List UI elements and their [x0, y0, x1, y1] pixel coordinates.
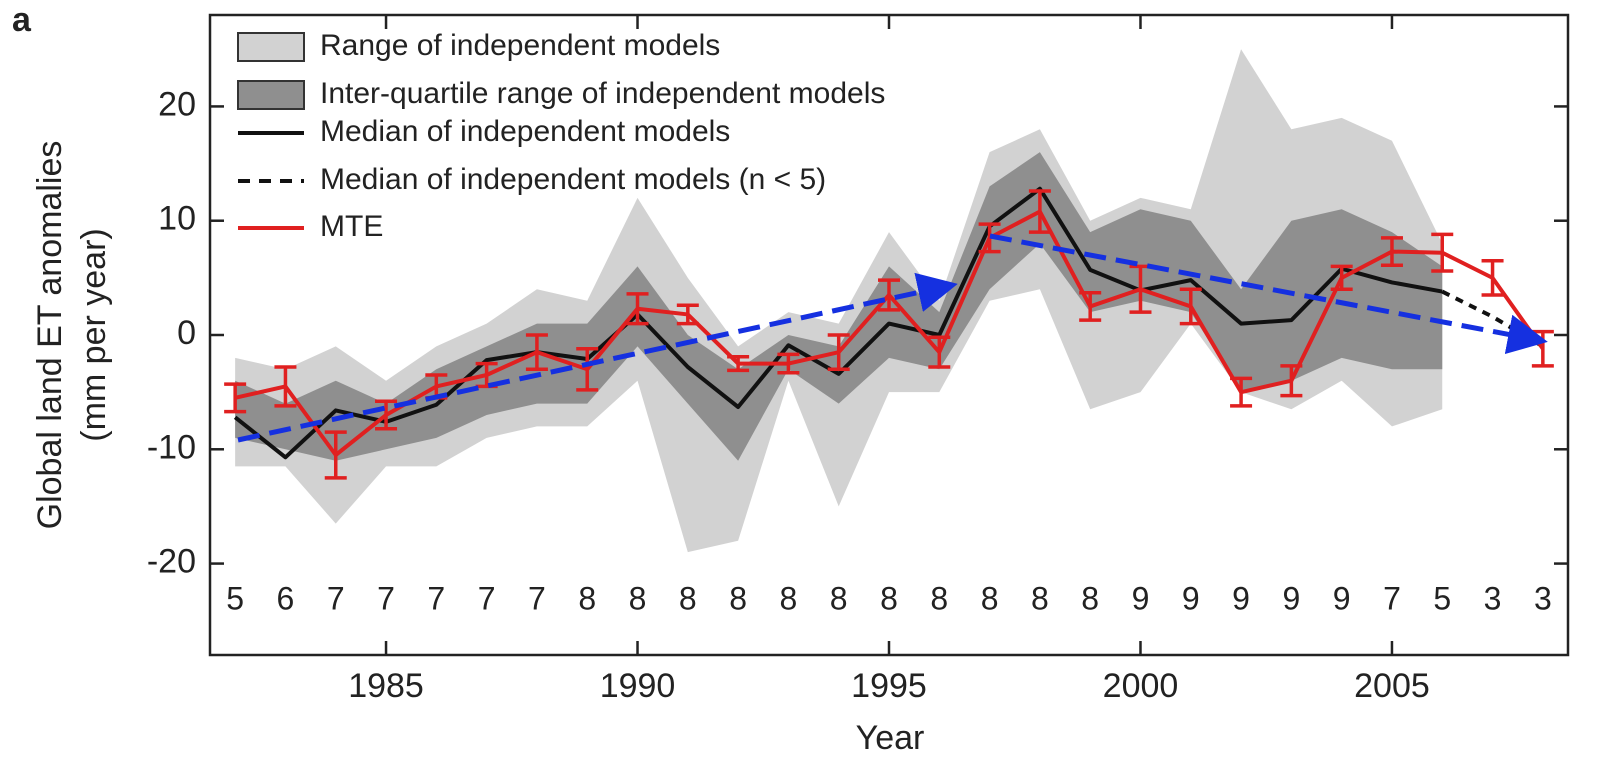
error-bar — [1431, 232, 1454, 273]
model-count: 8 — [780, 580, 798, 616]
trend-arrow — [989, 233, 1548, 355]
model-count: 7 — [528, 580, 546, 616]
legend-swatch — [237, 80, 305, 110]
legend-label: Median of independent models (n < 5) — [320, 163, 826, 196]
error-bar — [1079, 290, 1102, 322]
error-bar — [525, 333, 548, 372]
model-count: 5 — [1433, 580, 1451, 616]
model-count: 9 — [1282, 580, 1300, 616]
x-tick-label: 1995 — [851, 667, 927, 705]
model-count: 3 — [1534, 580, 1552, 616]
error-bar — [727, 354, 750, 373]
y-tick-label: 0 — [177, 314, 196, 352]
error-bar — [375, 399, 398, 431]
y-tick-label: 20 — [158, 85, 196, 123]
legend-swatch — [237, 32, 305, 62]
model-count: 9 — [1182, 580, 1200, 616]
model-count: 7 — [327, 580, 345, 616]
model-count: 8 — [1081, 580, 1099, 616]
y-tick-label: -10 — [147, 428, 196, 466]
model-count: 8 — [679, 580, 697, 616]
error-bar — [274, 365, 297, 408]
error-bar — [676, 303, 699, 326]
legend-label: Median of independent models — [320, 115, 730, 148]
error-bar — [878, 278, 900, 312]
model-count: 7 — [1383, 580, 1401, 616]
x-tick-label: 2005 — [1354, 667, 1430, 705]
x-axis-label: Year — [856, 719, 925, 757]
model-count: 8 — [1031, 580, 1049, 616]
error-bar — [576, 346, 599, 392]
error-bar — [777, 352, 800, 375]
error-bar — [1481, 258, 1504, 297]
legend-label: Range of independent models — [320, 29, 720, 62]
model-count: 8 — [981, 580, 999, 616]
y-axis-label: Global land ET anomalies — [31, 141, 69, 530]
error-bar — [224, 382, 247, 414]
model-count: 5 — [226, 580, 244, 616]
y-tick-label: -20 — [147, 543, 196, 581]
trend-arrow — [237, 272, 958, 443]
x-tick-label: 1985 — [348, 667, 424, 705]
error-bar — [978, 222, 1001, 254]
model-count: 8 — [629, 580, 647, 616]
error-bar — [827, 333, 850, 372]
model-count: 8 — [729, 580, 747, 616]
model-count: 8 — [830, 580, 848, 616]
y-axis-label: (mm per year) — [75, 228, 113, 441]
x-tick-label: 2000 — [1103, 667, 1179, 705]
model-count: 7 — [377, 580, 395, 616]
error-bar — [928, 335, 951, 369]
model-count: 6 — [277, 580, 295, 616]
model-count: 7 — [478, 580, 496, 616]
band — [235, 152, 1443, 461]
x-tick-label: 1990 — [600, 667, 676, 705]
legend-label: MTE — [320, 210, 383, 243]
line — [233, 186, 1443, 460]
legend-label: Inter-quartile range of independent mode… — [320, 77, 885, 110]
model-count: 9 — [1333, 580, 1351, 616]
error-bar — [626, 292, 649, 326]
model-count: 8 — [578, 580, 596, 616]
model-count: 7 — [427, 580, 445, 616]
error-bar — [1280, 364, 1303, 398]
error-bar — [324, 430, 347, 480]
error-bar — [1330, 264, 1353, 292]
y-tick-label: 10 — [158, 200, 196, 238]
model-count: 9 — [1232, 580, 1250, 616]
error-bar — [1028, 189, 1051, 234]
model-count: 3 — [1484, 580, 1502, 616]
model-count: 8 — [930, 580, 948, 616]
error-bar — [1230, 376, 1253, 408]
error-bar — [1380, 236, 1403, 268]
error-bar — [1179, 287, 1202, 326]
panel-label: a — [12, 1, 32, 39]
model-count: 9 — [1132, 580, 1150, 616]
model-count: 8 — [880, 580, 898, 616]
